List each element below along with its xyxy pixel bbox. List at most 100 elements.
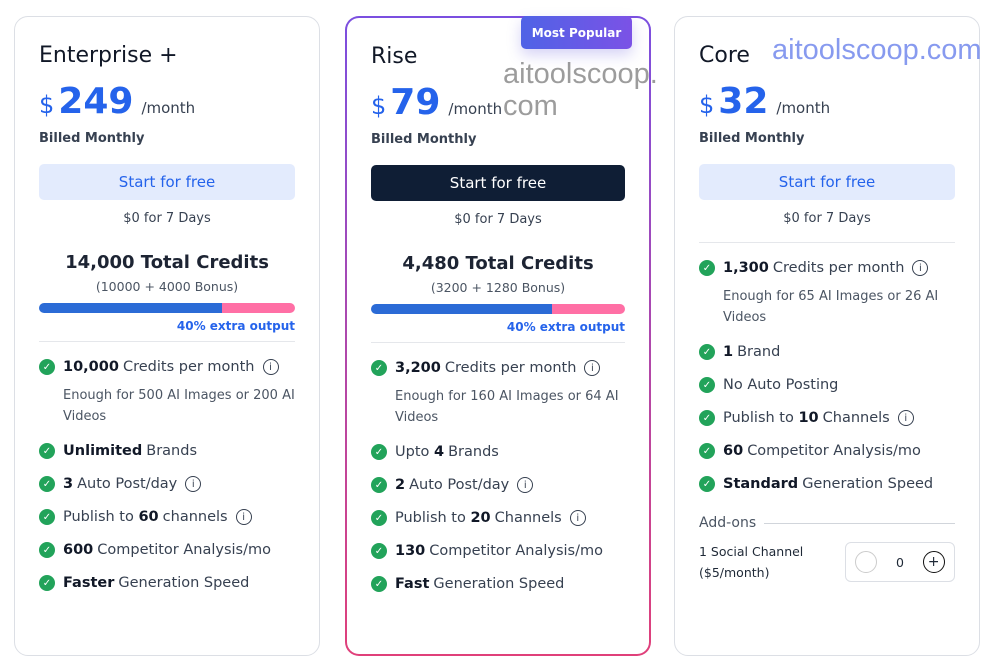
check-icon: ✓ — [371, 510, 387, 526]
info-icon[interactable]: i — [912, 260, 929, 276]
quantity-value: 0 — [896, 554, 904, 570]
check-icon: ✓ — [371, 477, 387, 493]
start-for-free-button[interactable]: Start for free — [39, 164, 295, 200]
plan-name: Rise — [371, 44, 418, 69]
start-for-free-button[interactable]: Start for free — [371, 165, 625, 201]
check-icon: ✓ — [39, 509, 55, 525]
trial-text: $0 for 7 Days — [123, 211, 211, 226]
plan-card-0: Enterprise + $249/month Billed Monthly S… — [14, 16, 320, 656]
feature-value: 4 — [433, 444, 445, 460]
extra-output: 40% extra output — [176, 319, 295, 333]
feature-text: Auto Post/day — [77, 476, 178, 492]
info-icon[interactable]: i — [235, 509, 252, 525]
feature-item: ✓ 60 Competitor Analysis/mo — [699, 442, 955, 460]
check-icon: ✓ — [371, 576, 387, 592]
start-for-free-button[interactable]: Start for free — [699, 164, 955, 200]
check-icon: ✓ — [371, 444, 387, 460]
feature-value: Faster — [63, 575, 115, 591]
info-icon[interactable]: i — [897, 410, 914, 426]
info-icon[interactable]: i — [569, 510, 586, 526]
extra-output: 40% extra output — [506, 320, 625, 334]
price-amount: 249 — [58, 81, 134, 122]
feature-value: 600 — [63, 542, 94, 558]
check-icon: ✓ — [371, 543, 387, 559]
feature-prefix: Publish to — [63, 509, 134, 525]
feature-item: ✓ Faster Generation Speed — [39, 574, 295, 592]
feature-item: ✓ Publish to 60 channels i — [39, 508, 295, 526]
feature-text: Auto Post/day — [409, 477, 510, 493]
check-icon: ✓ — [699, 344, 715, 360]
feature-text: Generation Speed — [433, 576, 565, 592]
trial-text: $0 for 7 Days — [454, 212, 542, 227]
check-icon: ✓ — [699, 476, 715, 492]
plan-card-2: Core $32/month Billed Monthly Start for … — [674, 16, 980, 656]
feature-note: Enough for 65 AI Images or 26 AI Videos — [723, 289, 939, 325]
plan-price: $249/month — [39, 81, 295, 127]
feature-text: Competitor Analysis/mo — [747, 443, 921, 459]
feature-item: ✓ 3,200 Credits per month i — [371, 359, 625, 377]
check-icon: ✓ — [39, 443, 55, 459]
feature-item: ✓ Fast Generation Speed — [371, 575, 625, 593]
check-icon: ✓ — [39, 575, 55, 591]
info-icon[interactable]: i — [584, 360, 601, 376]
feature-value: 20 — [470, 510, 491, 526]
total-credits: 14,000 Total Credits — [65, 252, 269, 273]
feature-item: ✓ 600 Competitor Analysis/mo — [39, 541, 295, 559]
currency: $ — [39, 91, 55, 119]
most-popular-badge: Most Popular — [521, 16, 632, 49]
trial-text: $0 for 7 Days — [783, 211, 871, 226]
feature-prefix: Publish to — [395, 510, 466, 526]
minus-icon[interactable] — [855, 551, 878, 573]
feature-value: 60 — [138, 509, 159, 525]
feature-item: ✓ 2 Auto Post/day i — [371, 476, 625, 494]
feature-value: 1 — [723, 344, 734, 360]
addon-item: 1 Social Channel ($5/month) 0 + — [699, 541, 955, 583]
feature-value: 3,200 — [395, 360, 441, 376]
feature-item: ✓ 3 Auto Post/day i — [39, 475, 295, 493]
quantity-stepper[interactable]: 0 + — [845, 542, 955, 582]
check-icon: ✓ — [699, 410, 715, 426]
feature-value: 130 — [395, 543, 426, 559]
feature-item: ✓ 1 Brand — [699, 343, 955, 361]
feature-item: ✓ Standard Generation Speed — [699, 475, 955, 493]
price-period: /month — [776, 99, 831, 117]
feature-value: Standard — [723, 476, 799, 492]
check-icon: ✓ — [699, 377, 715, 393]
feature-value: Fast — [395, 576, 430, 592]
feature-text: Generation Speed — [802, 476, 934, 492]
check-icon: ✓ — [39, 542, 55, 558]
feature-text: channels — [162, 509, 228, 525]
divider — [371, 342, 625, 343]
feature-item: ✓ Unlimited Brands — [39, 442, 295, 460]
feature-text: No Auto Posting — [723, 377, 839, 393]
feature-value: 60 — [723, 443, 744, 459]
billing-cycle: Billed Monthly — [699, 131, 805, 146]
credits-breakdown: (3200 + 1280 Bonus) — [430, 280, 566, 295]
plus-icon[interactable]: + — [922, 551, 945, 573]
feature-text: Competitor Analysis/mo — [429, 543, 603, 559]
addon-price: ($5/month) — [699, 565, 770, 580]
check-icon: ✓ — [699, 260, 715, 276]
feature-text: Credits per month — [772, 260, 905, 276]
feature-value: 10,000 — [63, 359, 119, 375]
feature-text: Generation Speed — [118, 575, 250, 591]
feature-value: 3 — [63, 476, 74, 492]
feature-text: Credits per month — [122, 359, 255, 375]
feature-item: ✓ 130 Competitor Analysis/mo — [371, 542, 625, 560]
feature-text: Brands — [146, 443, 198, 459]
base-credits-fill — [371, 304, 553, 314]
bonus-credits-fill — [221, 303, 295, 313]
info-icon[interactable]: i — [517, 477, 534, 493]
feature-item: ✓ Publish to 10 Channels i — [699, 409, 955, 427]
base-credits-fill — [39, 303, 222, 313]
credits-bar — [371, 304, 625, 314]
info-icon[interactable]: i — [262, 359, 279, 375]
info-icon[interactable]: i — [185, 476, 202, 492]
plan-price: $32/month — [699, 81, 955, 127]
divider — [699, 242, 955, 243]
feature-item: ✓ No Auto Posting — [699, 376, 955, 394]
feature-prefix: Publish to — [723, 410, 794, 426]
feature-value: Unlimited — [63, 443, 143, 459]
check-icon: ✓ — [699, 443, 715, 459]
feature-text: Channels — [822, 410, 890, 426]
